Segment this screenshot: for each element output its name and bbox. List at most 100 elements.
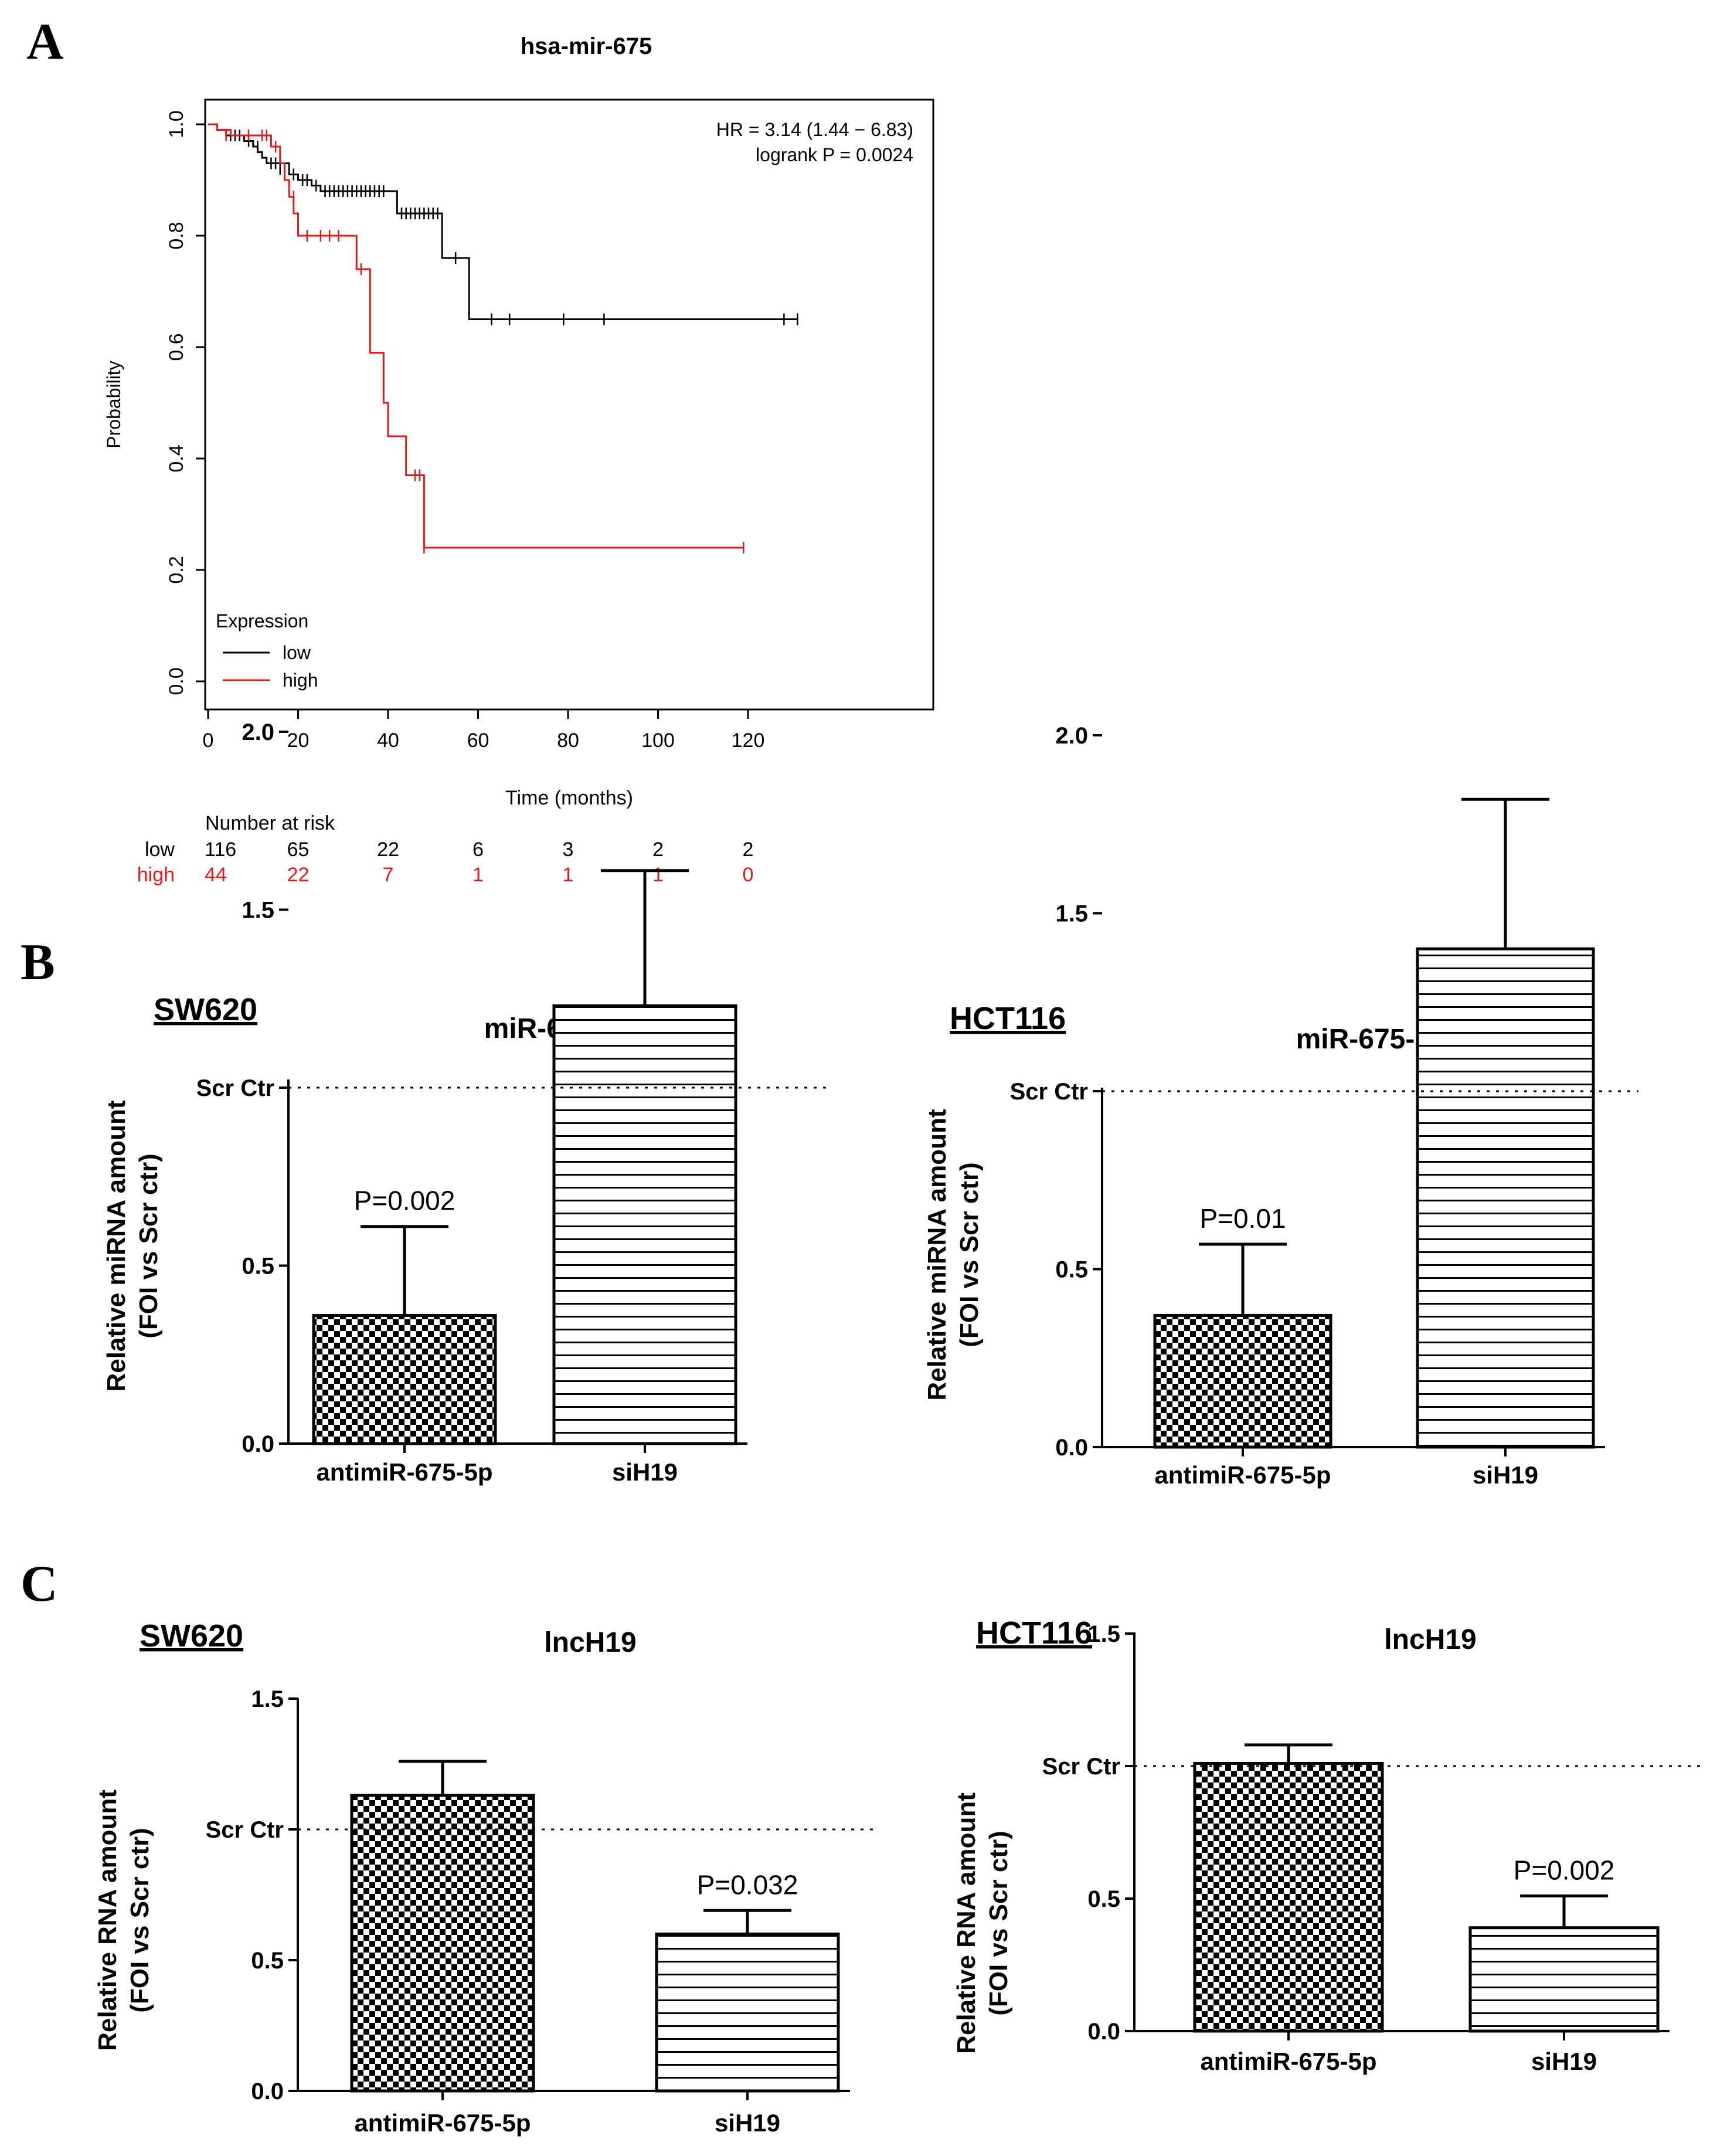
y-tick-label: 1.5 <box>251 1686 284 1712</box>
y-tick-label: 0.0 <box>1087 2019 1120 2045</box>
y-axis-label: Relative miRNA amount (FOI vs Scr ctr) <box>102 1100 163 1391</box>
y-tick-label: 0.0 <box>242 1431 274 1457</box>
km-xlabel: Time (months) <box>505 787 633 809</box>
y-tick-label: 0.5 <box>1087 1886 1120 1912</box>
km-hr-text: HR = 3.14 (1.44 − 6.83) <box>716 119 913 140</box>
bar-antimiR-675-5p <box>350 1794 535 2093</box>
risk-value-high: 7 <box>383 864 394 886</box>
y-tick-label: 0.5 <box>1055 1257 1088 1283</box>
km-risk-values: 116 65 22 6 3 2 244 22 7 1 1 1 0 <box>205 838 753 886</box>
y-axis-label: Relative RNA amount (FOI vs Scr ctr) <box>93 1790 154 2051</box>
y-tick-label: 0.2 <box>165 556 188 583</box>
km-plot: hsa-mir-675 0 20 40 60 80 100 1200.00.20.40.60… <box>103 33 934 886</box>
x-tick-label: antimiR-675-5p <box>316 1458 492 1486</box>
bar-antimiR-675-5p <box>312 1313 497 1445</box>
y-tick-label: 0.0 <box>1055 1435 1088 1461</box>
y-axis-label-line2: (FOI vs Scr ctr) <box>955 1162 984 1347</box>
y-tick-label: 1.5 <box>1087 1621 1120 1647</box>
km-curves <box>208 123 798 554</box>
bar-siH19 <box>1468 1926 1660 2033</box>
x-tick-label: 60 <box>467 729 489 752</box>
bar-antimiR-675-5p <box>1193 1761 1384 2033</box>
bar-chart-b-sw620: SW620 miR-675-5p Relative miRNA amount(F… <box>102 719 828 1486</box>
y-axis-label-line2: (FOI vs Scr ctr) <box>125 1828 154 2012</box>
y-tick-label: 1.5 <box>242 898 274 923</box>
y-tick-label: 0.0 <box>165 667 188 695</box>
y-tick-label: 0.0 <box>251 2079 284 2104</box>
cell-line-label-b-sw620: SW620 <box>154 992 257 1027</box>
cell-line-label-b-hct116: HCT116 <box>950 1001 1066 1036</box>
y-axis-label: Relative miRNA amount (FOI vs Scr ctr) <box>923 1109 984 1400</box>
x-tick-label: 120 <box>732 729 765 752</box>
y-tick-label: 0.4 <box>165 444 188 472</box>
risk-value-high: 22 <box>287 864 310 886</box>
km-plot-frame <box>204 99 934 711</box>
km-logrank-text: logrank P = 0.0024 <box>756 144 913 165</box>
y-axis-label: Relative RNA amount (FOI vs Scr ctr) <box>952 1792 1013 2054</box>
km-risk-title: Number at risk <box>205 812 335 834</box>
risk-value-low: 3 <box>563 838 574 861</box>
risk-value-low: 65 <box>287 838 310 861</box>
panel-label-b: B <box>21 934 55 991</box>
y-tick-label: 2.0 <box>1055 723 1088 749</box>
bar-siH19 <box>552 1004 737 1445</box>
y-tick-label: 1.0 <box>165 110 188 138</box>
risk-value-low: 22 <box>377 838 399 861</box>
reference-label: Scr Ctr <box>1042 1754 1120 1780</box>
bar-siH19 <box>1416 947 1595 1449</box>
risk-value-high: 1 <box>652 864 664 886</box>
p-value-label: P=0.002 <box>354 1186 455 1216</box>
km-risk-rowname-high: high <box>137 864 175 886</box>
panel-label-a: A <box>26 13 64 70</box>
risk-value-low: 6 <box>472 838 484 861</box>
p-value-label: P=0.002 <box>1514 1855 1615 1885</box>
y-tick-label: 1.5 <box>1055 901 1088 927</box>
bar-chart-title: lncH19 <box>544 1627 636 1658</box>
bar-chart-c-hct116: HCT116 lncH19 Relative RNA amount (FOI vs… <box>952 1615 1706 2075</box>
risk-value-low: 2 <box>652 838 664 861</box>
y-axis-label-line1: Relative RNA amount <box>952 1792 981 2054</box>
y-tick-label: 0.6 <box>165 333 188 361</box>
reference-label: Scr Ctr <box>1010 1079 1088 1105</box>
reference-label: Scr Ctr <box>206 1817 284 1843</box>
risk-value-high: 44 <box>205 864 227 886</box>
x-tick-label: siH19 <box>1531 2048 1597 2075</box>
y-axis-label-line1: Relative miRNA amount <box>923 1109 951 1400</box>
reference-label: Scr Ctr <box>196 1075 274 1101</box>
panel-label-c: C <box>21 1556 58 1612</box>
y-tick-label: 0.5 <box>251 1948 284 1974</box>
km-legend-title: Expression <box>216 610 308 631</box>
x-tick-label: 80 <box>557 729 579 752</box>
risk-value-high: 0 <box>743 864 754 886</box>
x-tick-label: antimiR-675-5p <box>1200 2048 1376 2075</box>
km-legend: Expression low high <box>216 610 318 691</box>
risk-value-high: 1 <box>472 864 484 886</box>
p-value-label: P=0.032 <box>697 1869 798 1900</box>
bar-siH19 <box>655 1932 840 2093</box>
x-tick-label: siH19 <box>1473 1461 1538 1489</box>
risk-value-low: 116 <box>205 838 236 861</box>
x-tick-label: siH19 <box>612 1458 678 1486</box>
bar-antimiR-675-5p <box>1153 1313 1332 1449</box>
km-risk-table: Number at risk low high 116 65 22 6 3 2 244 22 7… <box>137 812 754 886</box>
x-tick-label: antimiR-675-5p <box>354 2109 531 2137</box>
risk-value-high: 1 <box>563 864 574 886</box>
bar-chart-c-sw620: SW620 lncH19 Relative RNA amount (FOI vs … <box>93 1618 879 2137</box>
bar-chart-title: lncH19 <box>1384 1624 1476 1655</box>
km-risk-rowname-low: low <box>145 838 175 861</box>
km-curve-low <box>208 123 798 320</box>
km-ylabel: Probability <box>103 361 124 448</box>
km-title: hsa-mir-675 <box>521 33 652 59</box>
y-axis-label-line1: Relative RNA amount <box>93 1790 122 2051</box>
km-axis-ticks: 0 20 40 60 80 100 120 0.0 0.2 0.4 0.6 0.8 1.0 <box>165 110 764 752</box>
km-legend-label-high: high <box>283 670 318 691</box>
y-axis-label-line2: (FOI vs Scr ctr) <box>984 1831 1013 2015</box>
y-tick-label: 0.8 <box>165 222 188 249</box>
x-tick-label: 0 <box>203 729 214 752</box>
risk-value-low: 2 <box>743 838 754 861</box>
p-value-label: P=0.01 <box>1199 1203 1286 1234</box>
bar-chart-b-hct116: HCT116 miR-675-5p Relative miRNA amount(… <box>923 723 1638 1489</box>
cell-line-label-c-sw620: SW620 <box>140 1618 243 1654</box>
x-tick-label: antimiR-675-5p <box>1154 1461 1331 1489</box>
